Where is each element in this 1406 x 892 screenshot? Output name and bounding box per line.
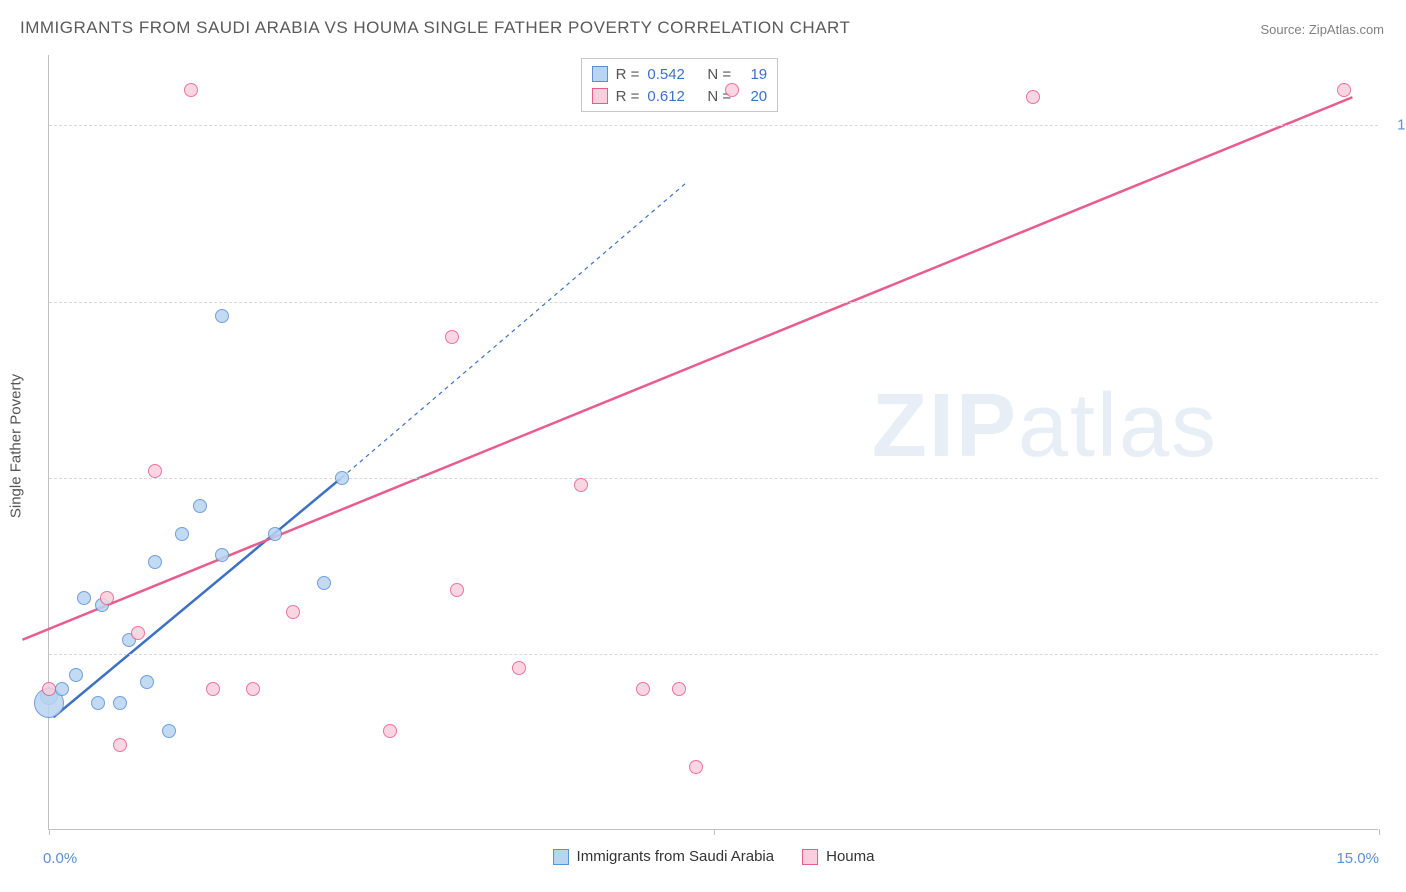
y-tick-label: 50.0% <box>1388 469 1406 486</box>
x-tick-mark <box>1379 829 1380 835</box>
plot-area: ZIPatlas R =0.542N =19R =0.612N =20 Immi… <box>48 55 1378 830</box>
data-point <box>215 548 229 562</box>
source-label: Source: ZipAtlas.com <box>1260 22 1384 37</box>
data-point <box>215 309 229 323</box>
chart-title: IMMIGRANTS FROM SAUDI ARABIA VS HOUMA SI… <box>20 18 850 38</box>
legend-swatch <box>592 66 608 82</box>
data-point <box>148 555 162 569</box>
data-point <box>1026 90 1040 104</box>
data-point <box>175 527 189 541</box>
data-point <box>445 330 459 344</box>
data-point <box>184 83 198 97</box>
data-point <box>689 760 703 774</box>
data-point <box>140 675 154 689</box>
legend-swatch <box>592 88 608 104</box>
x-tick-label: 0.0% <box>43 850 77 867</box>
data-point <box>512 661 526 675</box>
legend-swatch <box>802 849 818 865</box>
data-point <box>91 696 105 710</box>
legend-label: Immigrants from Saudi Arabia <box>577 848 775 865</box>
y-tick-label: 100.0% <box>1388 117 1406 134</box>
data-point <box>113 696 127 710</box>
data-point <box>383 724 397 738</box>
data-point <box>113 738 127 752</box>
data-point <box>193 499 207 513</box>
data-point <box>246 682 260 696</box>
trend-lines <box>49 55 1378 829</box>
data-point <box>317 576 331 590</box>
legend-item: Houma <box>802 848 874 865</box>
data-point <box>286 605 300 619</box>
data-point <box>335 471 349 485</box>
stats-legend-box: R =0.542N =19R =0.612N =20 <box>581 58 779 112</box>
data-point <box>131 626 145 640</box>
data-point <box>450 583 464 597</box>
legend-row: R =0.542N =19 <box>592 63 768 85</box>
x-tick-mark <box>714 829 715 835</box>
data-point <box>672 682 686 696</box>
data-point <box>574 478 588 492</box>
trend-line-extended <box>342 182 688 478</box>
data-point <box>55 682 69 696</box>
x-tick-mark <box>49 829 50 835</box>
series-legend: Immigrants from Saudi Arabia Houma <box>553 848 875 865</box>
y-axis-label: Single Father Poverty <box>8 374 25 518</box>
x-tick-label: 15.0% <box>1336 850 1379 867</box>
gridline <box>49 125 1378 126</box>
data-point <box>162 724 176 738</box>
gridline <box>49 478 1378 479</box>
data-point <box>77 591 91 605</box>
y-tick-label: 75.0% <box>1388 293 1406 310</box>
data-point <box>1337 83 1351 97</box>
gridline <box>49 302 1378 303</box>
data-point <box>636 682 650 696</box>
data-point <box>268 527 282 541</box>
legend-label: Houma <box>826 848 874 865</box>
legend-swatch <box>553 849 569 865</box>
y-tick-label: 25.0% <box>1388 645 1406 662</box>
data-point <box>148 464 162 478</box>
data-point <box>100 591 114 605</box>
legend-item: Immigrants from Saudi Arabia <box>553 848 775 865</box>
data-point <box>69 668 83 682</box>
data-point <box>725 83 739 97</box>
data-point <box>206 682 220 696</box>
trend-line <box>53 478 341 718</box>
legend-row: R =0.612N =20 <box>592 85 768 107</box>
data-point <box>42 682 56 696</box>
gridline <box>49 654 1378 655</box>
